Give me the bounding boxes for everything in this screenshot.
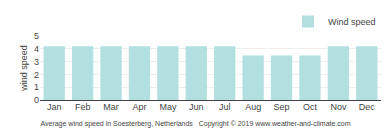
svg-text:Sep: Sep: [274, 102, 290, 112]
svg-text:5: 5: [34, 31, 39, 41]
svg-text:Jan: Jan: [47, 102, 62, 112]
svg-text:1: 1: [34, 82, 39, 92]
svg-text:2: 2: [34, 70, 39, 80]
svg-text:3: 3: [34, 57, 39, 67]
svg-text:4: 4: [34, 44, 39, 54]
svg-text:Dec: Dec: [359, 102, 376, 112]
svg-text:Apr: Apr: [132, 102, 146, 112]
svg-text:Wind speed: Wind speed: [328, 17, 376, 27]
svg-text:Aug: Aug: [245, 102, 261, 112]
svg-text:Oct: Oct: [303, 102, 318, 112]
svg-text:wind speed: wind speed: [19, 45, 29, 92]
svg-text:Mar: Mar: [103, 102, 119, 112]
svg-text:Average wind speed in Soesterb: Average wind speed in Soesterberg, Nethe…: [40, 120, 350, 128]
svg-text:Jun: Jun: [189, 102, 204, 112]
svg-text:Feb: Feb: [75, 102, 91, 112]
svg-text:0: 0: [34, 95, 39, 105]
svg-text:Jul: Jul: [219, 102, 231, 112]
svg-text:May: May: [159, 102, 177, 112]
svg-text:Nov: Nov: [330, 102, 347, 112]
